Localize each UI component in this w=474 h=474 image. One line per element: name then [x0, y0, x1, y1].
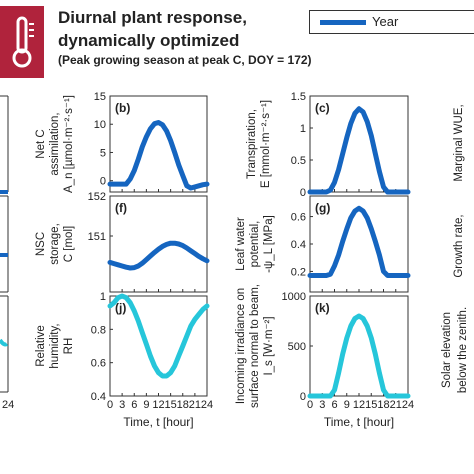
panel-c-ylabel-line-0: Transpiration,: [246, 109, 258, 179]
panel-c-ytick-label-1: 0.5: [291, 155, 306, 167]
panel-g-letter: (g): [315, 201, 330, 215]
panel-b-ytick-label-1: 5: [100, 147, 106, 159]
panel-f-ytick-label-0: 151: [88, 231, 106, 243]
panel-f-ytick-label-1: 152: [88, 191, 106, 203]
panel-k-xtick-label-0: 0: [307, 399, 313, 411]
edge-right-ylabel-1: Growth rate,: [453, 214, 465, 277]
panel-j-ytick-label-3: 1: [100, 291, 106, 303]
panel-k-ylabel-line-2: I_s [W·m⁻²]: [263, 316, 275, 375]
panel-b-ytick-label-2: 10: [94, 119, 106, 131]
panel-j-ylabel-line-2: RH: [63, 338, 75, 355]
panel-f-letter: (f): [115, 201, 127, 215]
figure-title-line2: dynamically optimized: [58, 31, 240, 50]
panel-k-ytick-label-1: 500: [288, 341, 306, 353]
panel-f-series-line: [107, 240, 210, 271]
panel-c-ytick-label-2: 1: [300, 123, 306, 135]
panel-f-ylabel-line-1: storage,: [49, 223, 61, 265]
panel-k-series-line: [307, 313, 411, 399]
edge-right-ylabel-0: Marginal WUE,: [453, 104, 465, 181]
figure-title-line1: Diurnal plant response,: [58, 8, 247, 27]
panel-j-xtick-label-7: 21: [189, 399, 201, 411]
panel-g-ylabel-line-2: -ψ_L [MPa]: [263, 215, 275, 273]
panel-c-series-line: [307, 106, 411, 195]
panel-j-xtick-label-3: 9: [143, 399, 149, 411]
panel-k-xtick-label-4: 12: [353, 399, 365, 411]
figure-subtitle: (Peak growing season at peak C, DOY = 17…: [58, 53, 312, 67]
panel-g-series-line: [307, 205, 411, 278]
panel-k-xtick-label-8: 24: [402, 399, 414, 411]
panel-f-ylabel-line-2: C [mol]: [63, 226, 75, 262]
panel-k-ylabel-line-0: Incoming irradiance on: [235, 288, 247, 404]
panel-k-letter: (k): [315, 301, 330, 315]
panel-j-xtick-label-5: 15: [165, 399, 177, 411]
panel-k-xtick-label-6: 18: [377, 399, 389, 411]
panel-k-xtick-label-7: 21: [390, 399, 402, 411]
legend-label: Year: [372, 14, 399, 29]
panel-j-ylabel-line-0: Relative: [35, 325, 47, 367]
panel-k-ytick-label-0: 0: [300, 391, 306, 403]
panel-j-letter: (j): [115, 301, 126, 315]
panel-j-xtick-label-6: 18: [177, 399, 189, 411]
panel-c-letter: (c): [315, 101, 330, 115]
panel-g-ylabel-line-1: potential,: [249, 221, 261, 268]
panel-b-letter: (b): [115, 101, 130, 115]
panel-j-xtick-label-0: 0: [107, 399, 113, 411]
panel-j-ytick-label-0: 0.4: [91, 391, 106, 403]
panel-j-xtick-label-8: 24: [201, 399, 213, 411]
panel-c-ylabel-line-1: E [mmol·m⁻²·s⁻¹]: [260, 100, 272, 188]
panel-j-ytick-label-1: 0.6: [91, 358, 106, 370]
thermometer-icon: [0, 6, 44, 83]
edge-left-series-2: [0, 338, 9, 347]
panel-j-ytick-label-2: 0.8: [91, 324, 106, 336]
panel-b-ylabel-line-0: Net C: [35, 129, 47, 158]
panel-k-ytick-label-2: 1000: [282, 291, 306, 303]
panel-g-ytick-label-1: 0.4: [291, 239, 306, 251]
panel-b-ytick-label-3: 15: [94, 91, 106, 103]
panel-k-xlabel: Time, t [hour]: [324, 415, 394, 429]
panel-c-ytick-label-3: 1.5: [291, 91, 306, 103]
panel-c-ytick-label-0: 0: [300, 187, 306, 199]
panel-j-ylabel-line-1: humidity,: [49, 323, 61, 368]
panel-j-xtick-label-1: 3: [119, 399, 125, 411]
panel-k-xtick-label-3: 9: [344, 399, 350, 411]
panel-b-ylabel-line-2: A_n [µmol·m⁻²·s⁻¹]: [63, 95, 75, 193]
panel-j-xtick-label-4: 12: [152, 399, 164, 411]
panel-g-ytick-label-0: 0.2: [291, 266, 306, 278]
panel-k-xtick-label-1: 3: [319, 399, 325, 411]
legend: Year: [309, 10, 474, 34]
edge-left-xtick-label: 24: [2, 399, 14, 411]
panel-g-ylabel-line-0: Leaf water: [235, 217, 247, 271]
panel-g-ytick-label-2: 0.6: [291, 212, 306, 224]
edge-right-ylabel-3: below the zenith.: [457, 307, 469, 393]
panel-j-xtick-label-2: 6: [131, 399, 137, 411]
legend-swatch: [320, 20, 366, 25]
panel-b-series-line: [107, 120, 210, 191]
panel-b-ytick-label-0: 0: [100, 176, 106, 188]
panel-k-xtick-label-5: 15: [365, 399, 377, 411]
panel-k-xtick-label-2: 6: [331, 399, 337, 411]
panel-k-ylabel-line-1: surface normal to beam,: [249, 284, 261, 408]
panel-f-ylabel-line-0: NSC: [35, 232, 47, 256]
panel-j-xlabel: Time, t [hour]: [123, 415, 193, 429]
panel-j-series-line: [107, 293, 210, 379]
edge-right-ylabel-2: Solar elevation: [441, 312, 453, 388]
panel-b-ylabel-line-1: assimilation,: [49, 112, 61, 175]
